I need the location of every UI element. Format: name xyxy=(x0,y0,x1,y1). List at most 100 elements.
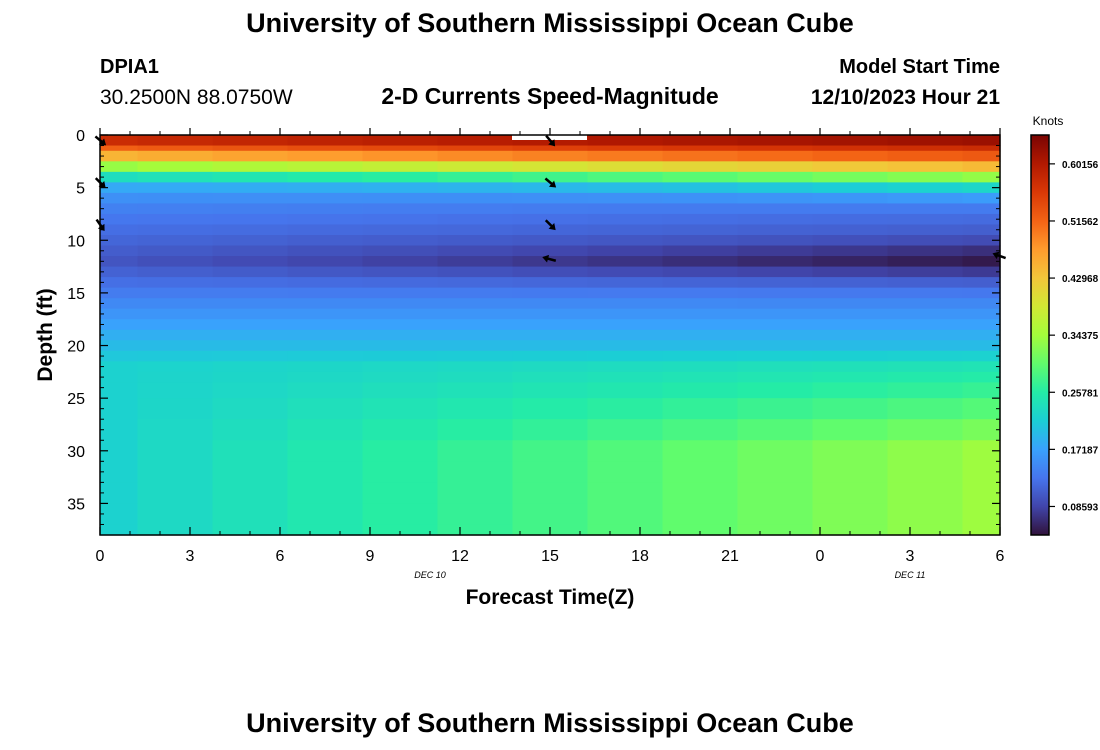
heatmap-cell xyxy=(512,256,589,268)
date-label: DEC 10 xyxy=(414,570,446,580)
heatmap-cell xyxy=(887,350,964,362)
page-title: University of Southern Mississippi Ocean… xyxy=(246,8,854,38)
heatmap-cell xyxy=(100,287,139,299)
heatmap-cell xyxy=(587,287,664,299)
heatmap-cell xyxy=(100,398,139,420)
heatmap-cell xyxy=(100,419,139,441)
heatmap-cell xyxy=(737,308,814,320)
heatmap-cell xyxy=(100,145,139,152)
heatmap-cell xyxy=(887,398,964,420)
heatmap-cell xyxy=(137,350,214,362)
current-vectors xyxy=(94,134,1007,263)
heatmap-cell xyxy=(512,192,589,205)
heatmap-cell xyxy=(287,419,364,441)
heatmap-cell xyxy=(587,182,664,194)
colorbar-tick-label: 0.25781 xyxy=(1062,388,1099,399)
heatmap-cell xyxy=(812,161,889,173)
heatmap-cell xyxy=(962,287,1001,299)
heatmap-cell xyxy=(887,266,964,278)
colorbar-label: Knots xyxy=(1033,114,1064,128)
heatmap-cell xyxy=(662,161,739,173)
colorbar-tick-label: 0.34375 xyxy=(1062,331,1099,342)
heatmap-cell xyxy=(737,182,814,194)
heatmap-cell xyxy=(100,340,139,352)
heatmap-cell xyxy=(587,350,664,362)
heatmap-cell xyxy=(887,182,964,194)
heatmap-cell xyxy=(662,192,739,205)
heatmap-cell xyxy=(362,192,439,205)
heatmap-cell xyxy=(887,203,964,215)
heatmap-cell xyxy=(137,524,214,536)
heatmap-cell xyxy=(512,340,589,352)
heatmap-cell xyxy=(137,382,214,399)
heatmap-cell xyxy=(737,213,814,226)
heatmap-cell xyxy=(100,308,139,320)
heatmap-cell xyxy=(100,256,139,268)
heatmap-cell xyxy=(100,440,139,462)
heatmap-cell xyxy=(287,256,364,268)
heatmap-cell xyxy=(887,135,964,147)
heatmap-cell xyxy=(512,461,589,483)
heatmap-cell xyxy=(812,524,889,536)
heatmap-cell xyxy=(512,298,589,310)
heatmap-cell xyxy=(512,203,589,215)
heatmap-cell xyxy=(137,308,214,320)
heatmap-cell xyxy=(737,256,814,268)
heatmap-cell xyxy=(287,145,364,152)
heatmap-cell xyxy=(587,192,664,205)
heatmap-cell xyxy=(962,398,1001,420)
heatmap-cell xyxy=(437,287,514,299)
heatmap-cell xyxy=(887,192,964,205)
heatmap-cell xyxy=(137,440,214,462)
heatmap-cell xyxy=(137,419,214,441)
heatmap-cell xyxy=(362,524,439,536)
heatmap-cell xyxy=(362,382,439,399)
heatmap-cell xyxy=(887,419,964,441)
heatmap-cell xyxy=(137,371,214,383)
heatmap-cell xyxy=(512,482,589,505)
heatmap-cell xyxy=(962,382,1001,399)
heatmap-cell xyxy=(512,398,589,420)
heatmap-cell xyxy=(512,171,589,183)
heatmap-cell xyxy=(737,171,814,183)
y-tick-label: 5 xyxy=(76,181,85,198)
x-tick-label: 3 xyxy=(906,548,915,565)
heatmap-cell xyxy=(812,482,889,505)
heatmap-cell xyxy=(362,319,439,331)
heatmap-cell xyxy=(737,150,814,162)
heatmap-cell xyxy=(587,256,664,268)
heatmap-cell xyxy=(587,461,664,483)
heatmap-cell xyxy=(212,419,289,441)
x-tick-label: 21 xyxy=(721,548,739,565)
heatmap-cell xyxy=(887,150,964,162)
heatmap-cell xyxy=(212,287,289,299)
heatmap-cell xyxy=(737,161,814,173)
heatmap-cell xyxy=(137,256,214,268)
heatmap-cell xyxy=(287,503,364,526)
heatmap-cell xyxy=(887,213,964,226)
heatmap-cell xyxy=(362,440,439,462)
heatmap-cell xyxy=(887,361,964,373)
heatmap-cell xyxy=(437,277,514,289)
heatmap-cell xyxy=(962,524,1001,536)
heatmap-cell xyxy=(512,329,589,341)
heatmap-cell xyxy=(512,224,589,236)
heatmap-cell xyxy=(887,440,964,462)
heatmap-cell xyxy=(662,277,739,289)
heatmap-cell xyxy=(512,245,589,257)
heatmap-cell xyxy=(737,361,814,373)
heatmap-cell xyxy=(362,213,439,226)
heatmap-cell xyxy=(362,398,439,420)
heatmap-cell xyxy=(362,224,439,236)
heatmap-cell xyxy=(437,171,514,183)
heatmap-cell xyxy=(287,203,364,215)
station-id: DPIA1 xyxy=(100,56,159,78)
heatmap-cell xyxy=(437,440,514,462)
heatmap-cell xyxy=(100,350,139,362)
heatmap-cell xyxy=(812,171,889,183)
heatmap-cell xyxy=(512,213,589,226)
heatmap-cell xyxy=(212,319,289,331)
heatmap-cell xyxy=(812,266,889,278)
heatmap-cell xyxy=(212,371,289,383)
